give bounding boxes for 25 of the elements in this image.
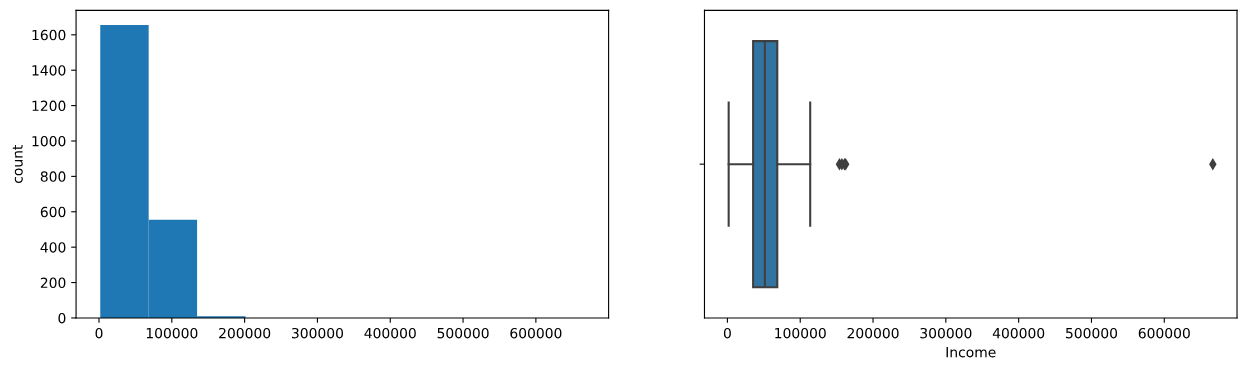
x-tick-label: 0 <box>95 327 103 339</box>
y-tick-label: 1600 <box>32 29 66 41</box>
y-axis-title: count <box>12 144 23 183</box>
y-tick-label: 0 <box>58 312 66 324</box>
x-tick-label: 400000 <box>992 327 1045 339</box>
x-tick-label: 200000 <box>219 327 271 339</box>
x-tick-label: 500000 <box>1066 327 1118 339</box>
x-tick-label: 300000 <box>291 327 344 339</box>
x-tick-label: 500000 <box>437 327 489 339</box>
x-tick-label: 600000 <box>1138 327 1190 339</box>
x-tick-label: 0 <box>723 327 731 339</box>
y-tick-label: 1000 <box>32 135 66 147</box>
x-tick-label: 100000 <box>146 327 198 339</box>
x-tick-label: 300000 <box>920 327 972 339</box>
x-tick-label: 100000 <box>775 327 826 339</box>
y-tick-label: 800 <box>40 171 66 182</box>
x-tick-label: 600000 <box>510 327 562 339</box>
x-tick-label: 400000 <box>364 327 416 339</box>
y-tick-label: 200 <box>40 277 66 289</box>
y-tick-label: 600 <box>40 206 66 218</box>
x-tick-label: 200000 <box>847 327 899 339</box>
x-axis-title: Income <box>946 347 996 358</box>
y-tick-label: 1400 <box>32 65 66 76</box>
y-tick-label: 1200 <box>32 100 66 112</box>
y-tick-label: 400 <box>40 242 66 253</box>
